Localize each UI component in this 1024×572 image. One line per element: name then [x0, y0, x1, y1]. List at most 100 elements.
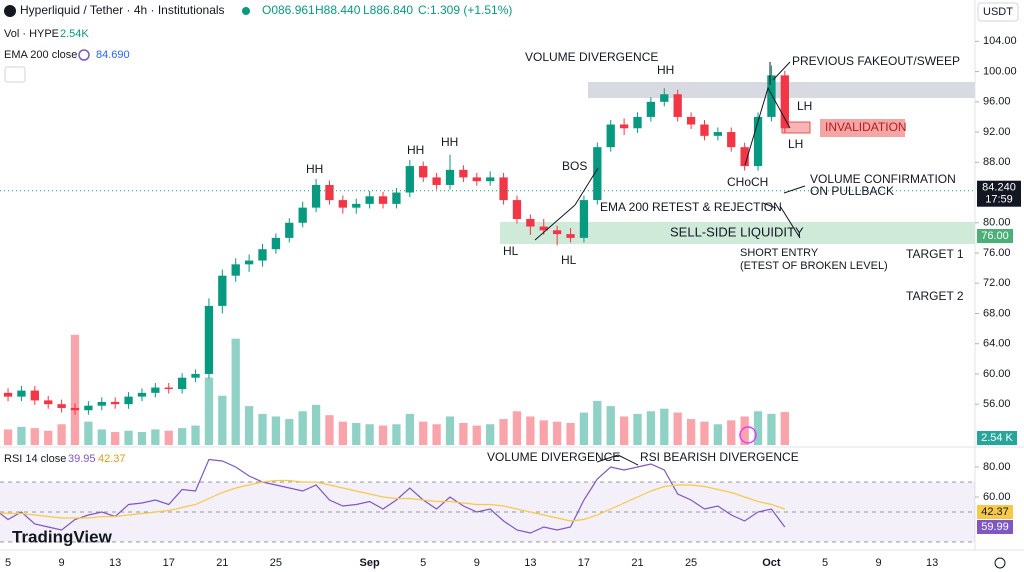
candle-body — [619, 124, 629, 129]
candle-body — [499, 177, 508, 201]
candle-body — [432, 177, 441, 185]
volume-bar — [566, 422, 575, 445]
annotation: EMA 200 RETEST & REJECTION — [600, 200, 782, 214]
annotation: (ETEST OF BROKEN LEVEL) — [740, 260, 888, 272]
candle-body — [646, 101, 656, 117]
volume-bar — [713, 424, 723, 445]
candle-body — [44, 400, 53, 405]
volume-bar — [84, 421, 93, 445]
currency[interactable]: USDT — [983, 6, 1013, 18]
candle-body — [57, 404, 66, 408]
volume-bar — [780, 412, 789, 445]
annotation: VOLUME CONFIRMATION — [810, 172, 956, 186]
countdown: 17:59 — [985, 194, 1013, 206]
x-tick-label: Oct — [762, 557, 781, 569]
candle-body — [325, 184, 334, 201]
x-tick-label: 13 — [926, 557, 938, 569]
market-status — [242, 7, 250, 15]
candle-body — [740, 147, 749, 167]
volume-bar — [606, 406, 615, 445]
volume-bar — [124, 430, 133, 445]
annotation: TARGET 2 — [906, 289, 964, 303]
vol-value: 2.54K — [60, 28, 89, 40]
candle-body — [311, 184, 321, 208]
volume-bar — [740, 416, 749, 445]
candle-body — [512, 200, 522, 219]
annotation: VOLUME DIVERGENCE — [487, 450, 620, 464]
candle-body — [472, 177, 481, 182]
candle-body — [191, 373, 200, 378]
flash-icon[interactable] — [739, 426, 757, 444]
volume-bar — [311, 404, 321, 445]
rsi-value: 39.95 — [68, 453, 96, 465]
volume-bar — [44, 430, 53, 445]
settings-icon[interactable] — [994, 557, 1006, 569]
candle-body — [3, 392, 13, 397]
y-tick-label: 96.00 — [983, 96, 1011, 108]
volume-bar — [30, 428, 39, 445]
y-tick-label: 72.00 — [983, 277, 1011, 289]
x-tick-label: 5 — [420, 557, 426, 569]
y-tick-label: 80.00 — [983, 461, 1011, 473]
ohlc-close: C:1.309 (+1.51%) — [418, 3, 512, 17]
annotation: HH — [306, 162, 323, 176]
price-tag: 84.240 — [982, 182, 1016, 194]
ohlc-open: O086.961 — [262, 3, 315, 17]
volume-bar — [164, 430, 173, 445]
volume-bar — [111, 432, 120, 445]
volume-bar — [459, 422, 468, 445]
candle-body — [593, 147, 602, 201]
volume-bar — [579, 412, 589, 445]
rsi-arrow-1 — [596, 454, 619, 463]
x-tick-label: 25 — [685, 557, 697, 569]
x-tick-label: 21 — [631, 557, 643, 569]
volume-bar — [151, 429, 160, 445]
candle-body — [419, 166, 428, 178]
y-tick-label: 76.00 — [983, 247, 1011, 259]
candle-body — [606, 124, 615, 148]
volume-tag: 2.54 K — [981, 432, 1013, 444]
annotation: TARGET 1 — [906, 247, 964, 261]
candle-body — [164, 387, 173, 390]
annotation: LH — [788, 137, 803, 151]
volume-bar — [619, 416, 629, 445]
volume-bar — [753, 411, 763, 445]
y-tick-label: 60.00 — [983, 491, 1011, 503]
x-tick-label: 9 — [59, 557, 65, 569]
annotation: HH — [657, 63, 674, 77]
candle-body — [271, 237, 281, 250]
volume-bar — [191, 425, 200, 445]
x-tick-label: 17 — [578, 557, 590, 569]
volume-bar — [673, 412, 682, 445]
candle-body — [258, 249, 267, 261]
x-tick-label: 9 — [474, 557, 480, 569]
candle-body — [459, 169, 468, 178]
bos-line — [534, 204, 576, 241]
symbol-title[interactable]: Hyperliquid / Tether · 4h · Institutiona… — [20, 3, 225, 17]
x-tick-label: 13 — [524, 557, 536, 569]
candle-body — [244, 260, 254, 265]
y-tick-label: 80.00 — [983, 217, 1011, 229]
bos-curve — [574, 167, 599, 206]
annotation: SELL-SIDE LIQUIDITY — [670, 224, 804, 239]
volume-bar — [767, 413, 776, 445]
volume-bar — [660, 408, 669, 445]
candle-body — [378, 196, 388, 204]
vol-label: Vol · HYPE — [4, 28, 59, 40]
candle-body — [552, 230, 562, 235]
volume-bar — [57, 424, 66, 445]
marks — [0, 65, 975, 543]
annotation: HH — [441, 135, 458, 149]
rsi-line — [0, 479, 785, 522]
rsi-ma-value: 42.37 — [98, 453, 126, 465]
volume-bar — [686, 419, 696, 445]
rsi-line — [0, 458, 786, 534]
liquidity-zone — [500, 222, 975, 244]
x-tick-label: 13 — [109, 557, 121, 569]
annotation: HL — [561, 253, 577, 267]
y-tick-label: 68.00 — [983, 307, 1011, 319]
candle-body — [97, 401, 106, 406]
collapse-button[interactable] — [4, 66, 26, 83]
candle-body — [352, 203, 361, 208]
currency-box[interactable] — [977, 2, 1019, 22]
